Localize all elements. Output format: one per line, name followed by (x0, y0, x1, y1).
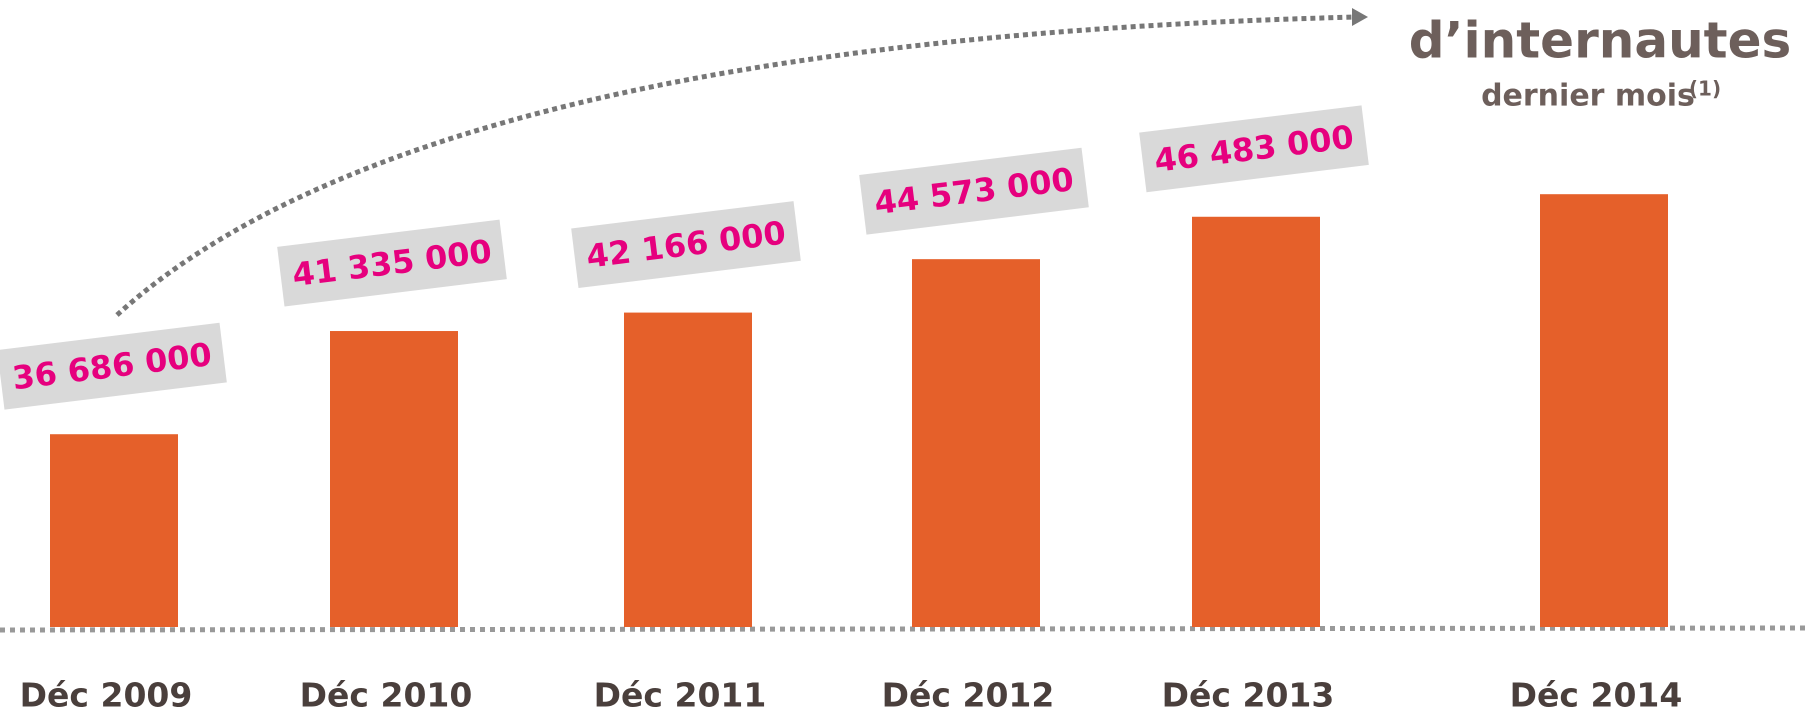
value-label-box (1139, 105, 1369, 193)
value-label: 36 686 000 (0, 322, 227, 410)
footnote-mark: (1) (1689, 77, 1721, 101)
x-tick-label: Déc 2011 (594, 676, 767, 712)
value-label-box (859, 147, 1089, 235)
x-tick-label: Déc 2009 (20, 676, 193, 712)
x-tick-label: Déc 2014 (1510, 676, 1683, 712)
value-label: 41 335 000 (277, 219, 507, 307)
value-label-box (0, 322, 227, 410)
arrow-head (1352, 8, 1368, 26)
value-label: 46 483 000 (1139, 105, 1369, 193)
bar (1192, 216, 1320, 627)
x-tick-label: Déc 2013 (1162, 676, 1335, 712)
baseline (0, 625, 1806, 633)
value-label-box (571, 201, 801, 289)
chart-subtitle: dernier mois (1481, 79, 1695, 114)
x-tick-label: Déc 2010 (300, 676, 473, 712)
bar (912, 259, 1040, 627)
value-label: 44 573 000 (859, 147, 1089, 235)
bar (50, 434, 178, 627)
chart-title: d’internautes (1409, 12, 1792, 70)
trend-arrow (115, 14, 1359, 317)
bar (624, 312, 752, 627)
value-label-box (277, 219, 507, 307)
bar (330, 331, 458, 627)
value-label: 42 166 000 (571, 201, 801, 289)
bar (1540, 194, 1668, 627)
x-tick-label: Déc 2012 (882, 676, 1055, 712)
